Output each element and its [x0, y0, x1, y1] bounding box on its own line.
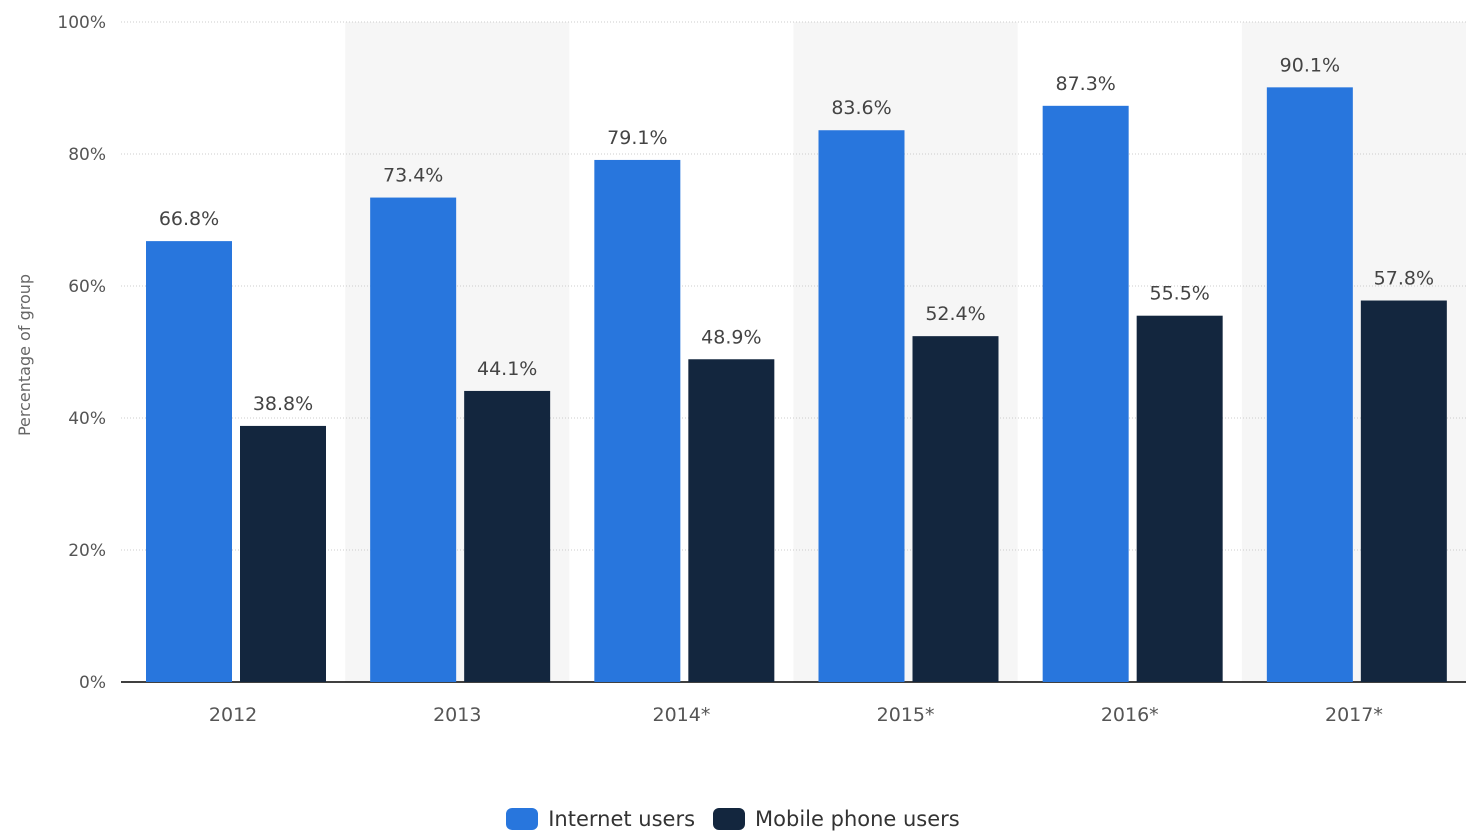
data-label: 79.1%: [607, 127, 667, 149]
data-label: 48.9%: [701, 326, 761, 348]
bar-mobile-phone-users[interactable]: [688, 359, 775, 682]
bar-mobile-phone-users[interactable]: [240, 425, 326, 682]
data-label: 38.8%: [253, 393, 313, 415]
legend-label-internet-users: Internet users: [548, 807, 696, 831]
bar-internet-users[interactable]: [146, 241, 232, 682]
x-tick-label: 2017*: [1325, 704, 1383, 726]
y-tick-label: 100%: [57, 13, 106, 33]
legend: Internet users Mobile phone users: [0, 804, 1466, 832]
y-tick-label: 60%: [68, 277, 106, 297]
y-axis-ticks: 0% 20% 40% 60% 80% 100%: [57, 13, 106, 693]
bars: [146, 87, 1447, 683]
bar-mobile-phone-users[interactable]: [464, 390, 551, 682]
x-tick-label: 2015*: [877, 704, 935, 726]
legend-swatch-mobile-phone-users: [713, 808, 746, 830]
x-tick-label: 2016*: [1101, 704, 1159, 726]
x-tick-label: 2014*: [652, 704, 710, 726]
legend-item-mobile-phone-users[interactable]: Mobile phone users: [713, 807, 960, 831]
bar-internet-users[interactable]: [370, 197, 457, 682]
data-label: 57.8%: [1374, 268, 1434, 290]
gridlines: [121, 21, 1466, 683]
x-axis-ticks: 2012 2013 2014* 2015* 2016* 2017*: [209, 704, 1383, 726]
data-label: 73.4%: [383, 165, 443, 187]
y-tick-label: 80%: [68, 145, 106, 165]
legend-swatch-internet-users: [506, 808, 539, 830]
data-label: 66.8%: [159, 208, 219, 230]
x-tick-label: 2013: [433, 704, 481, 726]
y-axis-label: Percentage of group: [15, 274, 34, 436]
data-label: 87.3%: [1055, 73, 1115, 95]
bar-mobile-phone-users[interactable]: [912, 336, 999, 682]
y-tick-label: 20%: [68, 541, 106, 561]
data-label: 52.4%: [925, 303, 985, 325]
y-tick-label: 40%: [68, 409, 106, 429]
bar-chart: 0% 20% 40% 60% 80% 100% 66.8% 73.4% 79.1% 83.6% 8…: [15, 13, 1466, 726]
bar-mobile-phone-users[interactable]: [1136, 315, 1223, 682]
bar-internet-users[interactable]: [594, 159, 681, 682]
data-label: 90.1%: [1280, 54, 1340, 76]
data-labels: 66.8% 73.4% 79.1% 83.6% 87.3% 90.1% 38.8% 44.1%…: [159, 54, 1434, 415]
y-tick-label: 0%: [79, 673, 106, 693]
legend-item-internet-users[interactable]: Internet users: [506, 807, 695, 831]
bar-internet-users[interactable]: [818, 130, 905, 683]
bar-internet-users[interactable]: [1266, 87, 1353, 683]
x-tick-label: 2012: [209, 704, 257, 726]
bar-internet-users[interactable]: [1042, 105, 1129, 682]
legend-label-mobile-phone-users: Mobile phone users: [755, 807, 960, 831]
data-label: 44.1%: [477, 358, 537, 380]
bar-mobile-phone-users[interactable]: [1360, 300, 1447, 682]
data-label: 83.6%: [831, 97, 891, 119]
data-label: 55.5%: [1149, 283, 1209, 305]
